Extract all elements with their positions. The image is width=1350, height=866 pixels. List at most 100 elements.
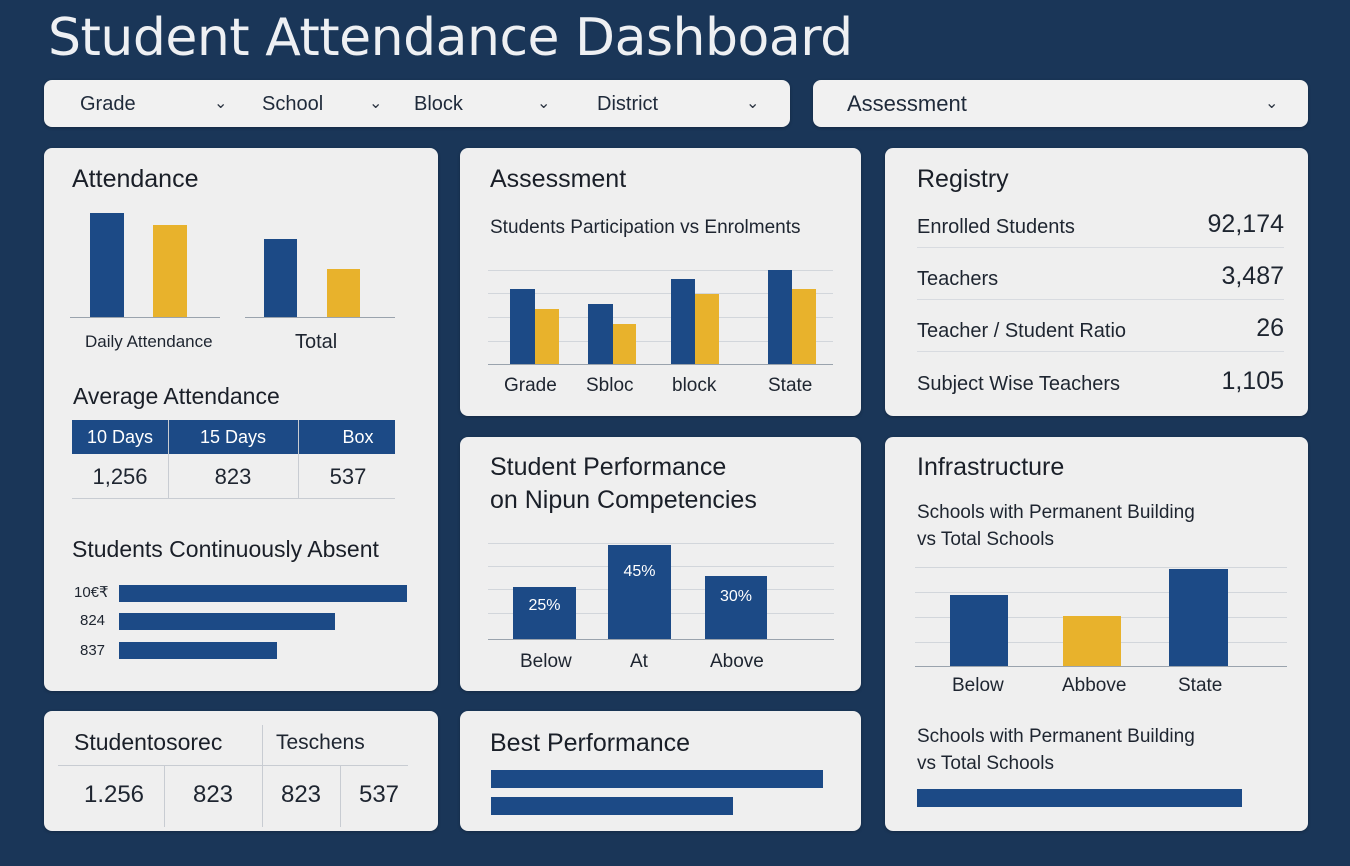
assessment-bar — [792, 289, 816, 364]
performance-value-label: 45% — [623, 562, 656, 580]
attendance-title: Attendance — [72, 165, 199, 193]
registry-row: Enrolled Students 92,174 — [917, 196, 1284, 248]
average-attendance-table: 10 Days 15 Days Box 1,256 823 537 — [72, 420, 395, 500]
chevron-down-icon[interactable]: ⌄ — [369, 95, 383, 112]
infrastructure-bar — [1169, 568, 1228, 666]
performance-cat-label: At — [630, 651, 648, 672]
performance-cat-label: Above — [710, 651, 764, 672]
teachers-value: 537 — [358, 781, 400, 808]
assessment-filter[interactable]: Assessment ⌄ — [813, 80, 1308, 127]
attendance-cat-label: Total — [295, 331, 338, 353]
assessment-bar — [535, 309, 559, 364]
infrastructure-sub2: vs Total Schools — [917, 753, 1054, 774]
performance-bar: 45% — [608, 544, 671, 639]
attendance-card: Attendance Daily Attendance Total Averag… — [44, 148, 438, 691]
assessment-chart-title: Students Participation vs Enrolments — [490, 217, 801, 238]
district-filter[interactable]: District — [597, 80, 757, 128]
best-performance-bar — [491, 770, 823, 788]
attendance-cat-label: Daily Attendance — [85, 332, 213, 351]
average-attendance-title: Average Attendance — [73, 383, 280, 409]
infrastructure-sub2: Schools with Permanent Building — [917, 726, 1195, 747]
infrastructure-progress-track — [917, 789, 1309, 807]
assessment-bar — [613, 324, 636, 364]
grade-filter-label: Grade — [80, 92, 136, 115]
registry-label: Enrolled Students — [917, 216, 1075, 238]
absent-label: 824 — [80, 612, 106, 629]
assessment-chart — [460, 148, 861, 416]
attendance-chart — [44, 148, 438, 358]
absent-bar — [119, 585, 407, 602]
performance-bar: 25% — [513, 586, 576, 639]
table-cell: 1,256 — [92, 464, 148, 489]
school-filter-label: School — [262, 92, 324, 115]
infrastructure-bar — [1063, 615, 1121, 666]
infrastructure-sub1: Schools with Permanent Building — [917, 502, 1195, 523]
assessment-title: Assessment — [490, 165, 627, 193]
registry-title: Registry — [917, 165, 1009, 193]
students-teachers-card: Studentosorec Teschens 1.256 823 823 537 — [44, 711, 438, 831]
infrastructure-cat-label: State — [1178, 675, 1223, 696]
performance-cat-label: Below — [520, 651, 572, 672]
assessment-bar — [510, 289, 535, 364]
attendance-bar — [153, 225, 187, 317]
teachers-value: 823 — [280, 781, 322, 808]
registry-label: Teachers — [917, 268, 999, 290]
chevron-down-icon[interactable]: ⌄ — [537, 95, 551, 112]
table-header: 10 Days — [86, 427, 154, 447]
table-cell: 537 — [329, 464, 367, 489]
best-performance-bar — [491, 797, 734, 815]
assessment-filter-label: Assessment — [847, 91, 967, 116]
absent-chart: 10€₹ 824 837 — [44, 578, 438, 668]
absent-bar — [119, 642, 278, 659]
assessment-bar — [695, 294, 719, 364]
assessment-cat-label: block — [672, 375, 717, 396]
best-performance-chart — [460, 711, 861, 831]
assessment-bar — [671, 279, 695, 364]
chevron-down-icon[interactable]: ⌄ — [1265, 95, 1279, 112]
assessment-cat-label: Grade — [504, 375, 557, 396]
infrastructure-title: Infrastructure — [917, 453, 1065, 481]
chevron-down-icon[interactable]: ⌄ — [214, 95, 228, 112]
infrastructure-cat-label: Abbove — [1062, 675, 1127, 696]
registry-value: 3,487 — [1221, 262, 1284, 290]
performance-bar: 30% — [705, 576, 767, 639]
district-filter-label: District — [597, 92, 659, 115]
infrastructure-chart — [885, 437, 1308, 831]
infrastructure-cat-label: Below — [952, 675, 1004, 696]
registry-row: Subject Wise Teachers 1,105 — [917, 352, 1284, 404]
performance-chart: 25% 45% 30% — [460, 437, 861, 691]
filter-bar: Grade ⌄ School ⌄ Block ⌄ District ⌄ — [44, 80, 790, 127]
infrastructure-bar — [950, 594, 1008, 666]
best-performance-title: Best Performance — [490, 729, 691, 757]
assessment-bar — [768, 270, 792, 364]
attendance-bar — [264, 239, 297, 317]
assessment-cat-label: Sbloc — [586, 375, 634, 396]
students-value: 823 — [192, 781, 234, 808]
assessment-cat-label: State — [768, 375, 813, 396]
block-filter[interactable]: Block — [414, 80, 564, 128]
infrastructure-progress-fill — [917, 789, 1243, 807]
infrastructure-sub1: vs Total Schools — [917, 529, 1054, 550]
absent-bar — [119, 613, 335, 630]
performance-value-label: 25% — [528, 596, 561, 614]
attendance-bar — [327, 269, 360, 317]
attendance-bar — [90, 213, 124, 317]
absent-label: 837 — [80, 642, 106, 659]
infrastructure-card: Infrastructure Schools with Permanent Bu… — [885, 437, 1308, 831]
absent-label: 10€₹ — [74, 584, 109, 601]
table-header: Box — [342, 427, 374, 447]
chevron-down-icon[interactable]: ⌄ — [746, 95, 760, 112]
registry-value: 1,105 — [1221, 367, 1284, 395]
registry-row: Teachers 3,487 — [917, 248, 1284, 300]
registry-label: Teacher / Student Ratio — [917, 320, 1127, 342]
absent-title: Students Continuously Absent — [72, 536, 379, 562]
block-filter-label: Block — [414, 92, 463, 115]
school-filter[interactable]: School — [262, 80, 412, 128]
table-header: 15 Days — [199, 427, 267, 447]
registry-card: Registry Enrolled Students 92,174 Teache… — [885, 148, 1308, 416]
grade-filter[interactable]: Grade — [80, 80, 240, 128]
performance-title-line1: Student Performance — [490, 453, 727, 481]
table-cell: 823 — [214, 464, 252, 489]
registry-row: Teacher / Student Ratio 26 — [917, 300, 1284, 352]
registry-label: Subject Wise Teachers — [917, 373, 1121, 395]
